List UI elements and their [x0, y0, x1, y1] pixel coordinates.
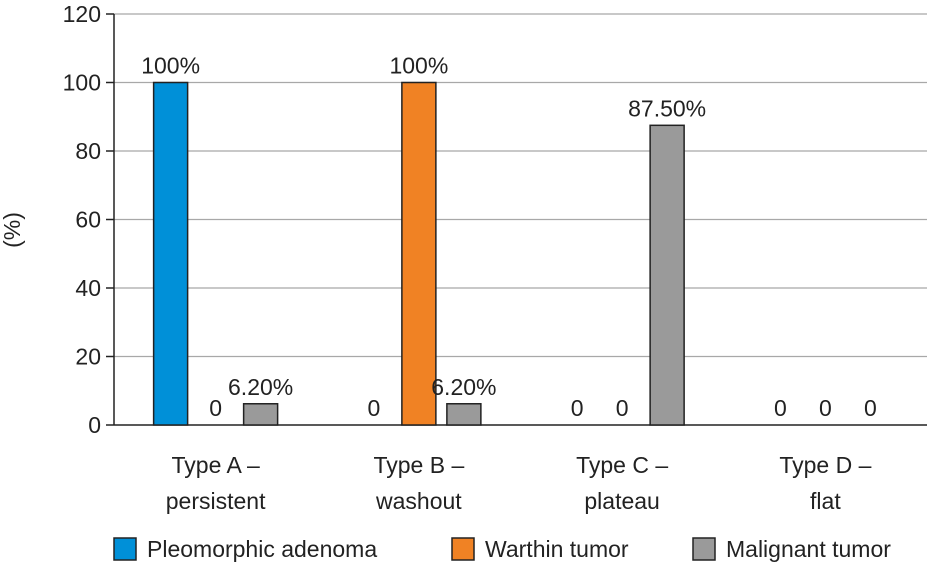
data-label: 100% [389, 53, 448, 79]
y-tick-label: 80 [75, 138, 101, 164]
x-category-label: washout [375, 488, 462, 514]
data-label: 0 [209, 395, 222, 421]
data-label: 0 [864, 395, 877, 421]
legend-swatch [451, 537, 475, 561]
y-tick-label: 120 [63, 1, 101, 27]
y-axis-title: (%) [0, 212, 25, 248]
bar-malignant-tumor [649, 124, 685, 426]
legend-swatch [692, 537, 716, 561]
y-axis-ticks: 0 20 40 60 80 100 120 [63, 1, 927, 438]
y-tick-label: 0 [88, 412, 101, 438]
data-label: 0 [616, 395, 629, 421]
data-label: 100% [141, 53, 200, 79]
legend-label: Warthin tumor [485, 536, 629, 562]
bar-warthin-tumor [401, 81, 437, 426]
data-label: 6.20% [431, 374, 496, 400]
bar-malignant-tumor [446, 403, 482, 426]
bar-pleomorphic-adenoma [152, 81, 189, 426]
legend-label: Malignant tumor [726, 536, 891, 562]
data-label: 0 [774, 395, 787, 421]
y-tick-label: 60 [75, 207, 101, 233]
data-label: 6.20% [228, 374, 293, 400]
x-category-label: persistent [166, 488, 266, 514]
x-axis-categories: Type A – persistent Type B – washout Type C … [166, 452, 872, 514]
legend-swatch [113, 537, 137, 561]
legend-label: Pleomorphic adenoma [147, 536, 377, 562]
x-category-label: Type A – [172, 452, 260, 478]
data-label: 0 [819, 395, 832, 421]
y-tick-label: 100 [63, 70, 101, 96]
legend: Pleomorphic adenoma Warthin tumor Malignan… [113, 536, 891, 562]
data-label: 0 [571, 395, 584, 421]
x-category-label: plateau [584, 488, 659, 514]
data-label: 87.50% [628, 95, 706, 121]
x-category-label: Type B – [373, 452, 464, 478]
bar-malignant-tumor [242, 403, 279, 426]
x-category-label: Type D – [779, 452, 871, 478]
x-category-label: flat [810, 488, 841, 514]
y-tick-label: 20 [75, 344, 101, 370]
gridlines [114, 13, 927, 358]
x-category-label: Type C – [576, 452, 668, 478]
bars [152, 81, 685, 426]
y-tick-label: 40 [75, 275, 101, 301]
data-label: 0 [367, 395, 380, 421]
